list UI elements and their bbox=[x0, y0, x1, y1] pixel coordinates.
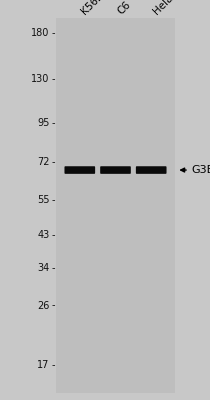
Text: -: - bbox=[51, 74, 55, 84]
Text: -: - bbox=[51, 195, 55, 205]
Text: 26: 26 bbox=[37, 300, 49, 310]
Text: K562: K562 bbox=[80, 0, 106, 16]
Text: -: - bbox=[51, 300, 55, 310]
Text: -: - bbox=[51, 230, 55, 240]
FancyBboxPatch shape bbox=[64, 166, 95, 174]
Bar bbox=[56, 18, 175, 393]
Text: 43: 43 bbox=[37, 230, 49, 240]
Text: 95: 95 bbox=[37, 118, 49, 128]
Text: 17: 17 bbox=[37, 360, 49, 370]
Text: -: - bbox=[51, 360, 55, 370]
Text: 180: 180 bbox=[31, 28, 49, 38]
Text: 130: 130 bbox=[31, 74, 49, 84]
Text: -: - bbox=[51, 157, 55, 167]
Text: -: - bbox=[51, 263, 55, 273]
FancyBboxPatch shape bbox=[100, 166, 131, 174]
Text: 55: 55 bbox=[37, 195, 49, 205]
Text: 34: 34 bbox=[37, 263, 49, 273]
Text: G3BP: G3BP bbox=[191, 165, 210, 175]
Text: Hela: Hela bbox=[151, 0, 175, 16]
Text: -: - bbox=[51, 118, 55, 128]
Text: 72: 72 bbox=[37, 157, 49, 167]
Text: -: - bbox=[51, 28, 55, 38]
FancyBboxPatch shape bbox=[136, 166, 167, 174]
Text: C6: C6 bbox=[116, 0, 133, 16]
